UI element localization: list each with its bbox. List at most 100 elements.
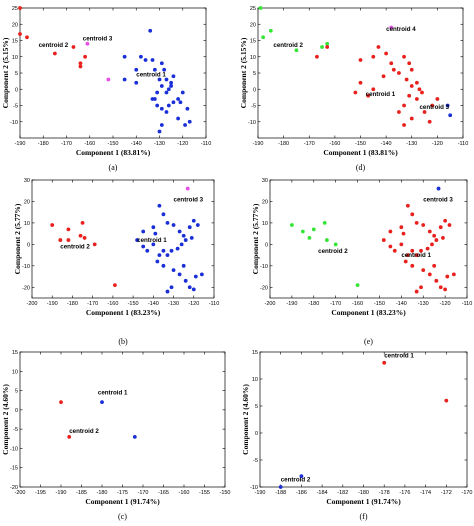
data-point-blue bbox=[193, 274, 198, 279]
scatter-panel-2: -200 -190 -180 -170 -160 -150 -140 -130 -120 -110… bbox=[13, 178, 219, 346]
data-point-blue bbox=[161, 263, 166, 268]
data-point-blue bbox=[164, 110, 169, 114]
data-point-red bbox=[420, 90, 424, 95]
data-point-blue bbox=[145, 248, 150, 253]
data-point-red bbox=[353, 90, 358, 95]
data-point-red bbox=[50, 223, 55, 227]
data-point-green bbox=[307, 236, 312, 240]
data-point-red bbox=[18, 6, 22, 10]
y-tick-label: -10 bbox=[250, 485, 258, 491]
x-tick-label: -185 bbox=[76, 490, 87, 496]
x-tick-label: -182 bbox=[337, 490, 348, 496]
data-point-red bbox=[403, 259, 408, 264]
data-point-green bbox=[325, 238, 329, 242]
x-tick-label: -150 bbox=[107, 141, 118, 147]
x-tick-label: -150 bbox=[374, 301, 385, 307]
data-point-red bbox=[399, 242, 404, 247]
data-point-red bbox=[409, 116, 414, 121]
data-point-blue bbox=[187, 285, 192, 290]
x-tick-label: -110 bbox=[462, 301, 473, 307]
data-point-red bbox=[399, 225, 404, 230]
data-point-blue bbox=[191, 218, 196, 223]
plot-frame bbox=[269, 179, 468, 299]
data-point-red bbox=[52, 51, 57, 56]
centroid-label: centroid 1 bbox=[98, 389, 128, 396]
data-point-blue bbox=[181, 263, 186, 268]
data-point-blue bbox=[166, 103, 171, 108]
y-tick-label: -5 bbox=[13, 427, 18, 433]
data-point-green bbox=[268, 28, 273, 33]
data-point-red bbox=[384, 51, 389, 56]
data-point-blue bbox=[180, 90, 185, 95]
data-point-blue bbox=[278, 485, 283, 489]
data-point-red bbox=[432, 233, 437, 238]
centroid-label: centroid 1 bbox=[384, 352, 414, 359]
data-point-red bbox=[388, 229, 393, 234]
x-tick-label: -170 bbox=[87, 301, 98, 307]
data-point-blue bbox=[178, 100, 183, 105]
data-point-blue bbox=[179, 242, 184, 247]
y-tick-label: 10 bbox=[262, 221, 268, 227]
data-point-blue bbox=[135, 238, 140, 242]
data-point-red bbox=[447, 223, 452, 227]
data-point-red bbox=[397, 110, 401, 114]
data-point-blue bbox=[122, 54, 127, 59]
y-tick-label: 0 bbox=[253, 87, 256, 93]
x-tick-label: -186 bbox=[296, 490, 307, 496]
data-point-red bbox=[443, 218, 448, 223]
panel-label: (a) bbox=[109, 163, 118, 172]
data-point-red bbox=[407, 61, 412, 66]
data-point-blue bbox=[176, 116, 181, 121]
x-tick-label: -180 bbox=[358, 490, 369, 496]
x-tick-label: -184 bbox=[317, 490, 328, 496]
centroid-label: centroid 2 bbox=[69, 428, 99, 435]
x-axis-label: Component 1 (83.81%) bbox=[76, 148, 151, 157]
x-tick-label: -190 bbox=[252, 141, 263, 147]
data-point-red bbox=[419, 285, 423, 290]
data-point-blue bbox=[155, 103, 160, 108]
y-tick-label: 30 bbox=[24, 178, 30, 184]
centroid-label: centroid 1 bbox=[137, 237, 167, 244]
data-point-red bbox=[315, 54, 319, 59]
data-point-red bbox=[78, 61, 83, 66]
data-point-red bbox=[376, 45, 381, 49]
x-axis-label: Component 1 (91.74%) bbox=[85, 497, 160, 506]
y-axis-label: Component 2 (4.60%) bbox=[241, 384, 250, 455]
y-tick-label: 15 bbox=[252, 350, 258, 356]
x-tick-label: -140 bbox=[396, 301, 407, 307]
data-point-red bbox=[389, 61, 394, 66]
centroid-label: centroid 3 bbox=[423, 196, 453, 203]
x-tick-label: -120 bbox=[177, 141, 188, 147]
data-point-green bbox=[320, 45, 324, 49]
panel-label: (c) bbox=[118, 512, 127, 521]
data-point-blue bbox=[169, 84, 174, 88]
data-point-blue bbox=[448, 113, 453, 118]
data-point-red bbox=[366, 93, 371, 98]
y-tick-label: 0 bbox=[265, 242, 268, 248]
plot-frame bbox=[259, 351, 468, 488]
data-point-red bbox=[392, 248, 397, 253]
plot-frame bbox=[257, 7, 464, 139]
data-point-red bbox=[421, 268, 426, 273]
data-point-blue bbox=[171, 268, 176, 273]
data-point-red bbox=[402, 103, 406, 108]
centroid-label: centroid 3 bbox=[419, 104, 449, 111]
data-point-blue bbox=[165, 289, 170, 294]
x-tick-label: -195 bbox=[35, 490, 46, 496]
data-point-red bbox=[25, 35, 29, 40]
data-point-blue bbox=[164, 90, 169, 95]
data-point-red bbox=[410, 212, 415, 217]
data-point-red bbox=[445, 274, 450, 279]
x-tick-label: -200 bbox=[26, 301, 37, 307]
x-tick-label: -130 bbox=[154, 141, 165, 147]
y-tick-label: -5 bbox=[13, 104, 18, 110]
x-tick-label: -175 bbox=[117, 490, 128, 496]
y-tick-label: -10 bbox=[10, 120, 18, 126]
data-point-blue bbox=[157, 203, 162, 208]
y-tick-label: -15 bbox=[10, 466, 18, 472]
data-point-red bbox=[414, 253, 419, 257]
y-tick-label: 20 bbox=[12, 22, 18, 28]
data-point-red bbox=[427, 229, 432, 234]
panel-label: (b) bbox=[118, 337, 128, 346]
data-point-blue bbox=[150, 58, 155, 62]
